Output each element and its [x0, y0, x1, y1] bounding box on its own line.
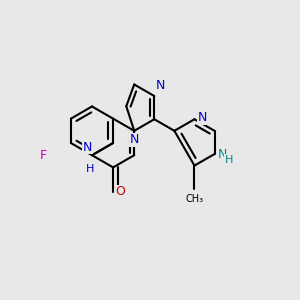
Text: H: H	[225, 155, 233, 165]
Text: N: N	[156, 80, 165, 92]
Text: O: O	[116, 185, 125, 198]
Text: CH₃: CH₃	[185, 194, 203, 204]
Text: H: H	[86, 164, 95, 174]
Text: N: N	[218, 148, 227, 160]
Text: N: N	[197, 111, 207, 124]
Text: N: N	[130, 133, 139, 146]
Text: F: F	[40, 149, 47, 162]
Text: N: N	[82, 141, 92, 154]
